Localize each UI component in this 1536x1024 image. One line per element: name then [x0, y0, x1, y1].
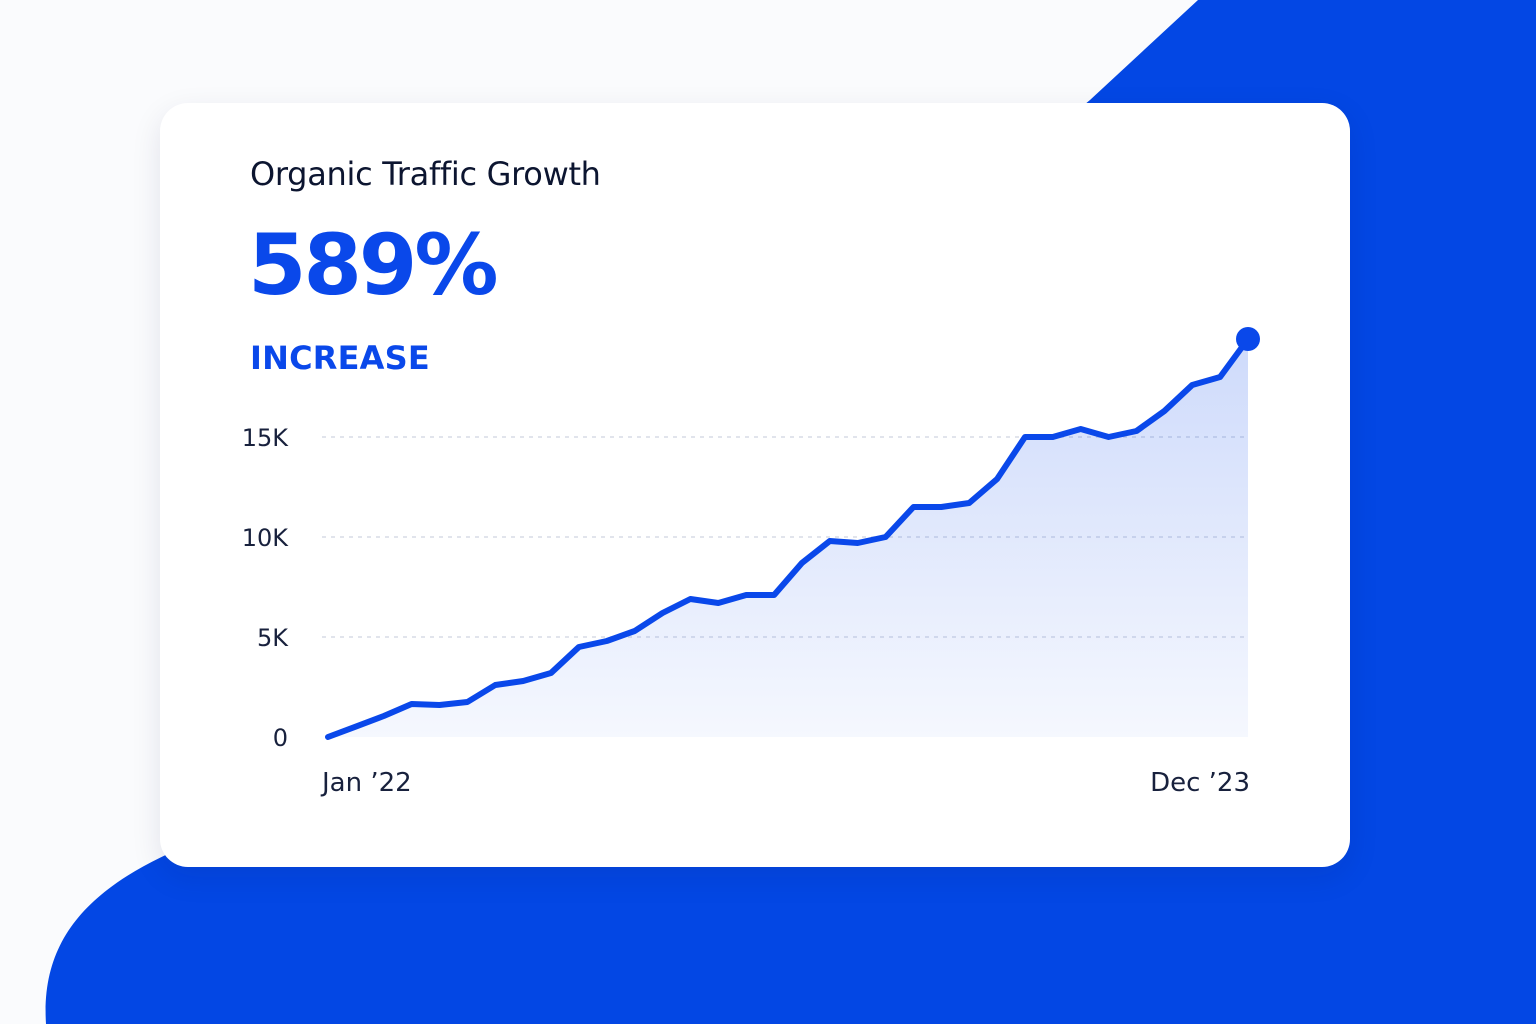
- card-title: Organic Traffic Growth: [250, 155, 601, 193]
- y-tick-label: 0: [273, 724, 288, 752]
- y-tick-label: 10K: [242, 524, 290, 552]
- y-tick-label: 15K: [242, 424, 290, 452]
- traffic-area: [328, 339, 1248, 737]
- y-tick-label: 5K: [257, 624, 289, 652]
- traffic-card: Organic Traffic Growth 589% INCREASE 0 5K…: [160, 103, 1350, 867]
- traffic-chart: 0 5K 10K 15K Jan ’22 Dec ’23: [242, 327, 1260, 798]
- x-tick-label-start: Jan ’22: [320, 768, 412, 798]
- growth-label: INCREASE: [250, 339, 430, 377]
- x-tick-label-end: Dec ’23: [1150, 768, 1250, 798]
- growth-percentage: 589%: [248, 216, 499, 314]
- traffic-line: [325, 336, 1251, 740]
- end-point-marker: [1236, 327, 1260, 351]
